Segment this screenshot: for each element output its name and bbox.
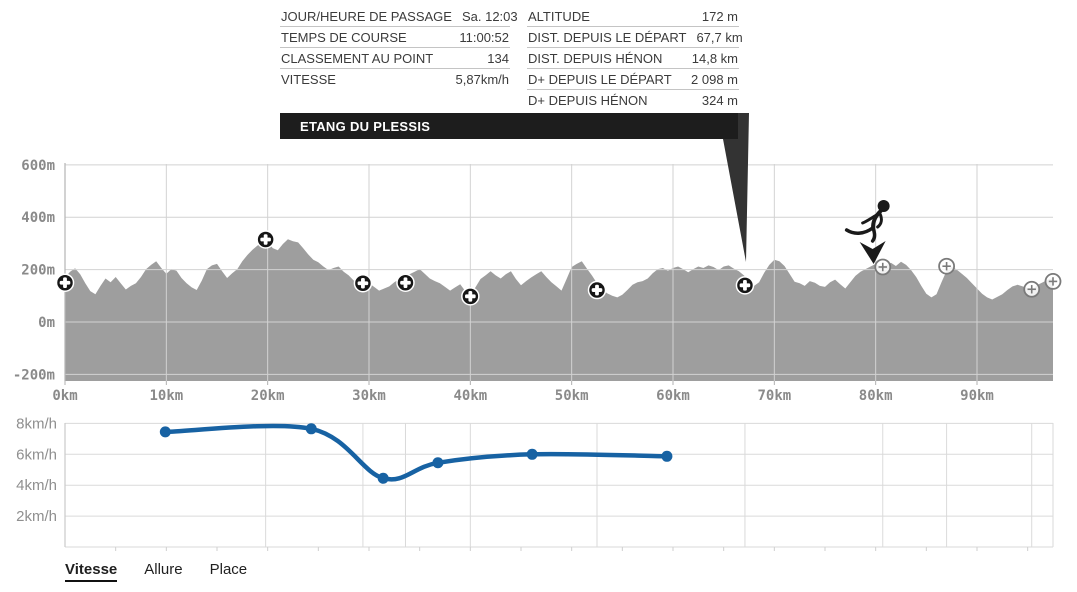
checkpoint-passed-marker[interactable] [256,230,275,249]
elevation-grid [64,163,1053,385]
info-row: DIST. DEPUIS HÉNON 14,8 km [527,48,739,69]
elevation-x-tick-label: 90km [960,388,994,404]
info-row: CLASSEMENT AU POINT 134 [280,48,510,69]
elevation-x-tick-label: 30km [352,388,386,404]
info-value: 14,8 km [691,50,738,66]
elevation-x-tick-label: 40km [453,388,487,404]
info-row: D+ DEPUIS HÉNON 324 m [527,90,739,110]
checkpoint-banner-label: ETANG DU PLESSIS [300,118,431,134]
speed-y-tick-label: 2km/h [16,508,57,525]
checkpoint-passed-marker[interactable] [396,273,415,292]
tooltip-pointer [712,113,749,262]
info-value: 134 [487,50,509,66]
checkpoint-passed-marker[interactable] [461,287,480,306]
speed-axis-labels: 8km/h 6km/h 4km/h 2km/h [16,415,57,525]
info-label: VITESSE [281,71,336,87]
checkpoint-passed-marker[interactable] [55,273,75,292]
info-label: JOUR/HEURE DE PASSAGE [281,8,452,24]
info-value: 172 m [701,8,738,24]
speed-y-tick-label: 4km/h [16,477,57,494]
info-label: DIST. DEPUIS HÉNON [528,50,663,66]
info-row: D+ DEPUIS LE DÉPART 2 098 m [527,69,739,90]
checkpoint-upcoming-marker[interactable] [1044,273,1062,290]
elevation-x-tick-label: 20km [251,388,285,404]
speed-point[interactable] [432,457,444,469]
info-row: DIST. DEPUIS LE DÉPART 67,7 km [527,27,743,48]
speed-point[interactable] [661,450,673,462]
elevation-axis-labels: 600m 400m 200m 0m -200m 0km 10km 20km 30km 40km 50… [13,158,994,404]
info-value: 5,87km/h [455,71,509,87]
passage-info-table: JOUR/HEURE DE PASSAGE Sa. 12:03 TEMPS DE C… [280,6,518,89]
elevation-y-tick-label: -200m [13,367,55,383]
info-row: JOUR/HEURE DE PASSAGE Sa. 12:03 [280,6,518,27]
info-value: 67,7 km [696,29,743,45]
elevation-y-tick-label: 0m [38,315,55,331]
info-value: Sa. 12:03 [461,8,518,24]
checkpoint-passed-marker[interactable] [587,280,607,300]
elevation-y-tick-label: 400m [21,210,55,226]
elevation-x-tick-label: 80km [859,388,893,404]
checkpoint-upcoming-marker[interactable] [874,258,892,276]
speed-line[interactable] [163,423,670,482]
elevation-x-tick-label: 70km [757,388,791,404]
info-label: D+ DEPUIS HÉNON [528,92,648,108]
info-value: 2 098 m [691,71,738,87]
speed-point[interactable] [305,423,317,435]
speed-y-tick-label: 6km/h [16,446,57,463]
tab-place[interactable]: Place [209,561,248,578]
info-label: TEMPS DE COURSE [281,29,407,45]
checkpoint-passed-marker[interactable] [353,273,373,293]
checkpoint-upcoming-marker[interactable] [1023,280,1041,298]
elevation-y-tick-label: 600m [21,158,55,174]
speed-grid [64,422,1054,551]
info-value: 11:00:52 [459,29,509,45]
speed-point[interactable] [526,448,538,460]
info-label: ALTITUDE [528,8,590,24]
checkpoint-upcoming-marker[interactable] [938,257,955,275]
elevation-x-tick-label: 10km [149,388,183,404]
speed-point[interactable] [377,472,389,484]
info-row: VITESSE 5,87km/h [280,69,510,89]
elevation-x-tick-label: 0km [52,388,77,404]
elevation-x-tick-label: 50km [555,388,589,404]
elevation-y-tick-label: 200m [21,263,55,279]
info-row: ALTITUDE 172 m [527,6,739,27]
position-arrow-icon [859,241,886,264]
speed-y-tick-label: 8km/h [16,415,57,432]
info-label: CLASSEMENT AU POINT [281,50,434,66]
distance-info-table: ALTITUDE 172 m DIST. DEPUIS LE DÉPART 67,7 … [527,6,743,110]
runner-icon [844,200,890,264]
info-value: 324 m [701,92,738,108]
metric-tabs: Vitesse Allure Place [65,561,247,582]
tab-allure[interactable]: Allure [144,561,183,578]
checkpoint-banner: ETANG DU PLESSIS [280,113,738,139]
checkpoint-passed-marker[interactable] [735,276,755,295]
info-row: TEMPS DE COURSE 11:00:52 [280,27,510,48]
speed-point[interactable] [159,426,171,438]
elevation-area[interactable] [65,239,1053,381]
info-label: D+ DEPUIS LE DÉPART [528,71,672,87]
tab-vitesse[interactable]: Vitesse [65,561,118,582]
info-label: DIST. DEPUIS LE DÉPART [528,29,687,45]
elevation-x-tick-label: 60km [656,388,690,404]
